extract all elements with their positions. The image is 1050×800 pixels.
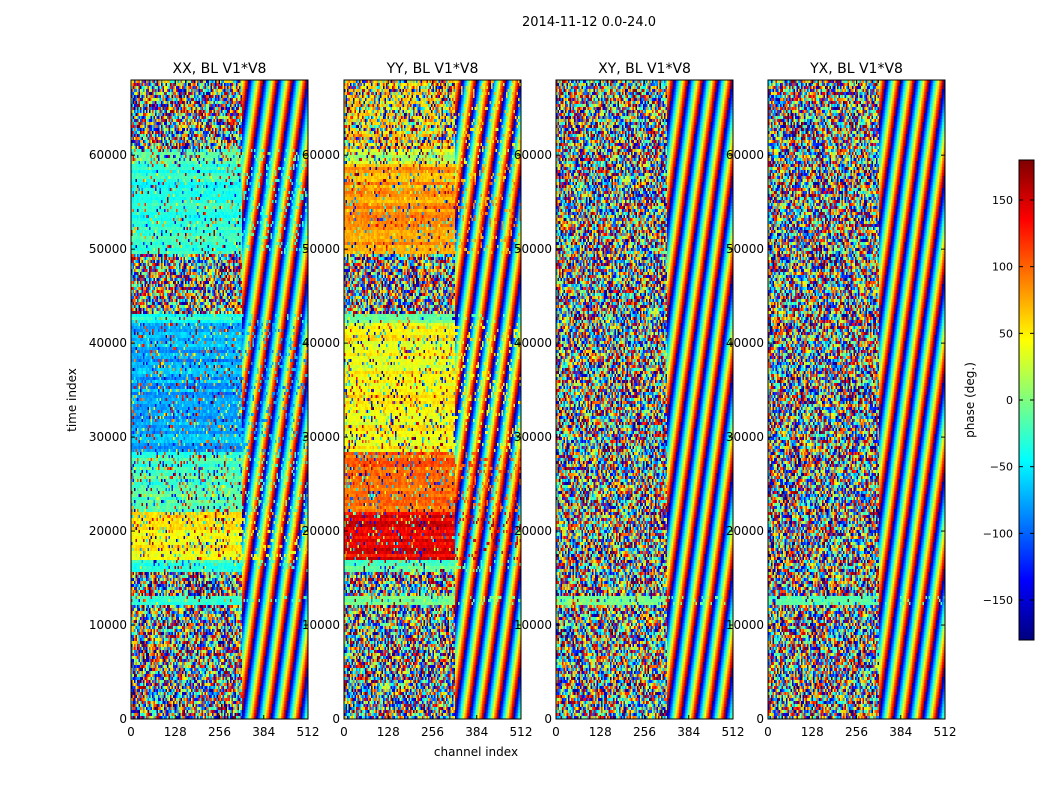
y-tick-label: 0 <box>332 712 340 726</box>
phase-heatmap <box>344 80 521 719</box>
x-tick-label: 384 <box>677 725 700 739</box>
figure-suptitle: 2014-11-12 0.0-24.0 <box>522 15 656 30</box>
y-tick-label: 60000 <box>726 148 764 162</box>
y-tick-label: 0 <box>544 712 552 726</box>
x-tick-label: 0 <box>764 725 772 739</box>
y-axis-label: time index <box>65 368 79 432</box>
colorbar-tick-label: 100 <box>992 261 1013 274</box>
x-tick-label: 256 <box>208 725 231 739</box>
panel-title: YX, BL V1*V8 <box>809 61 903 77</box>
y-tick-label: 50000 <box>514 242 552 256</box>
panel-2: YY, BL V1*V8 0 128 256 384 512 0 10000 20000 3000… <box>302 61 533 739</box>
x-tick-label: 512 <box>934 725 957 739</box>
colorbar: 150 100 50 0 −50 −100 −150 <box>983 159 1035 641</box>
x-tick-label: 0 <box>340 725 348 739</box>
y-tick-label: 50000 <box>89 242 127 256</box>
y-tick-label: 60000 <box>514 148 552 162</box>
y-tick-label: 10000 <box>89 618 127 632</box>
x-tick-label: 384 <box>889 725 912 739</box>
panel-title: XY, BL V1*V8 <box>598 61 691 77</box>
phase-heatmap <box>131 80 308 719</box>
y-tick-label: 10000 <box>514 618 552 632</box>
panel-1: XX, BL V1*V8 0 128 256 384 512 0 10000 20000 3000… <box>89 61 320 739</box>
x-tick-label: 256 <box>845 725 868 739</box>
colorbar-tick-label: 50 <box>999 327 1013 340</box>
x-tick-label: 256 <box>633 725 656 739</box>
x-tick-label: 256 <box>421 725 444 739</box>
x-tick-label: 384 <box>465 725 488 739</box>
y-tick-label: 20000 <box>514 524 552 538</box>
y-tick-label: 20000 <box>726 524 764 538</box>
y-tick-label: 20000 <box>89 524 127 538</box>
y-tick-label: 60000 <box>302 148 340 162</box>
panel-title: YY, BL V1*V8 <box>386 61 479 77</box>
colorbar-tick-label: −50 <box>990 461 1013 474</box>
y-tick-label: 0 <box>756 712 764 726</box>
y-tick-label: 10000 <box>302 618 340 632</box>
panel-4: YX, BL V1*V8 0 128 256 384 512 0 10000 20000 3000… <box>726 61 957 739</box>
panel-title: XX, BL V1*V8 <box>173 61 267 77</box>
colorbar-tick-label: −100 <box>983 527 1013 540</box>
y-tick-label: 30000 <box>514 430 552 444</box>
x-tick-label: 0 <box>552 725 560 739</box>
y-tick-label: 20000 <box>302 524 340 538</box>
colorbar-tick-label: 150 <box>992 194 1013 207</box>
y-tick-label: 30000 <box>302 430 340 444</box>
y-tick-label: 10000 <box>726 618 764 632</box>
y-tick-label: 50000 <box>302 242 340 256</box>
y-tick-label: 0 <box>119 712 127 726</box>
x-tick-label: 128 <box>377 725 400 739</box>
y-tick-label: 30000 <box>726 430 764 444</box>
y-tick-label: 30000 <box>89 430 127 444</box>
x-tick-label: 512 <box>722 725 745 739</box>
y-tick-label: 40000 <box>302 336 340 350</box>
x-tick-label: 384 <box>252 725 275 739</box>
y-tick-label: 40000 <box>89 336 127 350</box>
panel-3: XY, BL V1*V8 0 128 256 384 512 0 10000 20000 3000… <box>514 61 745 739</box>
y-tick-label: 40000 <box>726 336 764 350</box>
colorbar-label: phase (deg.) <box>963 362 977 438</box>
colorbar-tick-label: 0 <box>1006 394 1013 407</box>
phase-heatmap <box>556 80 733 719</box>
colorbar-tick-label: −150 <box>983 594 1013 607</box>
x-tick-label: 128 <box>801 725 824 739</box>
panels-layer: XX, BL V1*V8 0 128 256 384 512 0 10000 20000 3000… <box>89 61 957 739</box>
x-tick-label: 512 <box>510 725 533 739</box>
y-tick-label: 40000 <box>514 336 552 350</box>
x-tick-label: 512 <box>297 725 320 739</box>
y-tick-label: 60000 <box>89 148 127 162</box>
x-tick-label: 128 <box>589 725 612 739</box>
phase-heatmap <box>768 80 945 719</box>
x-axis-label: channel index <box>434 745 518 759</box>
y-tick-label: 50000 <box>726 242 764 256</box>
x-tick-label: 128 <box>164 725 187 739</box>
x-tick-label: 0 <box>127 725 135 739</box>
